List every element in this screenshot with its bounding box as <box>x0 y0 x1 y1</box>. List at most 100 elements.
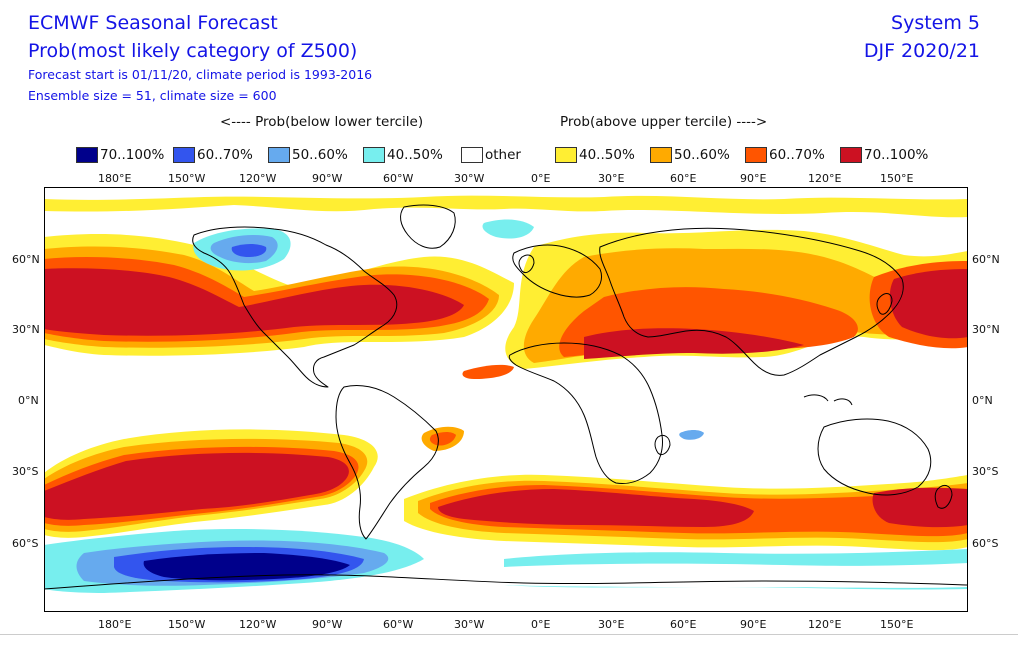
system-label: System 5 <box>891 12 980 34</box>
legend-swatch <box>173 147 195 163</box>
legend-swatch <box>268 147 290 163</box>
coastlines <box>44 204 968 590</box>
y-tick: 60°S <box>972 537 999 550</box>
y-tick: 30°S <box>12 465 39 478</box>
legend-item-below-50-60: 50..60% <box>268 147 363 163</box>
season-label: DJF 2020/21 <box>863 40 980 62</box>
x-tick: 60°E <box>670 618 697 631</box>
legend-item-other: other <box>461 147 555 163</box>
legend-swatch <box>555 147 577 163</box>
legend-label: 60..70% <box>769 147 825 163</box>
legend-item-above-70-100: 70..100% <box>840 147 935 163</box>
footer-separator <box>0 634 1018 635</box>
legend-item-below-70-100: 70..100% <box>76 147 173 163</box>
x-tick: 150°W <box>168 172 206 185</box>
antarctic-east-white <box>504 563 968 588</box>
y-tick: 60°N <box>972 253 1000 266</box>
x-tick: 120°W <box>239 618 277 631</box>
ensemble-size-info: Ensemble size = 51, climate size = 600 <box>28 88 277 103</box>
x-tick: 150°W <box>168 618 206 631</box>
antarctic-navy <box>143 553 350 581</box>
legend-label: 70..100% <box>100 147 165 163</box>
uk-coast <box>518 254 535 274</box>
new-zealand-coast <box>934 484 953 509</box>
x-tick: 60°W <box>383 172 414 185</box>
eurasia-crimson <box>584 328 804 359</box>
forecast-start-info: Forecast start is 01/11/20, climate peri… <box>28 67 373 82</box>
y-tick: 60°N <box>12 253 40 266</box>
legend-label: 50..60% <box>292 147 348 163</box>
legend-label: 40..50% <box>579 147 635 163</box>
legend-label: other <box>485 147 521 163</box>
legend-swatch <box>76 147 98 163</box>
legend-label: 60..70% <box>197 147 253 163</box>
legend-swatch <box>650 147 672 163</box>
south-pacific-crimson <box>44 452 349 520</box>
legend-item-below-60-70: 60..70% <box>173 147 268 163</box>
x-tick: 180°E <box>98 172 132 185</box>
x-tick: 60°W <box>383 618 414 631</box>
legend-label: 40..50% <box>387 147 443 163</box>
asia-coast <box>599 227 904 376</box>
south-america-coast <box>335 384 439 540</box>
indonesia-coast <box>803 394 829 402</box>
x-tick: 30°E <box>598 172 625 185</box>
north-america-coast <box>192 226 398 388</box>
x-tick: 60°E <box>670 172 697 185</box>
x-tick: 120°W <box>239 172 277 185</box>
europe-coast <box>512 244 603 298</box>
brazil-red-patch <box>429 432 456 446</box>
arctic-white <box>44 187 968 200</box>
x-tick: 30°W <box>454 618 485 631</box>
map-subtitle: Prob(most likely category of Z500) <box>28 40 358 62</box>
y-tick: 30°N <box>972 323 1000 336</box>
x-tick: 90°W <box>312 172 343 185</box>
x-tick: 150°E <box>880 172 914 185</box>
greenland-cyan <box>482 219 534 239</box>
map-title: ECMWF Seasonal Forecast <box>28 12 278 34</box>
legend-swatch <box>363 147 385 163</box>
legend-item-above-40-50: 40..50% <box>555 147 650 163</box>
legend-header-above: Prob(above upper tercile) ----> <box>560 114 768 130</box>
legend-item-above-50-60: 50..60% <box>650 147 745 163</box>
x-tick: 0°E <box>531 618 551 631</box>
indian-ocean-blue-spot <box>679 430 704 440</box>
y-tick: 60°S <box>12 537 39 550</box>
pacific-crimson <box>44 268 464 336</box>
africa-coast <box>508 342 663 484</box>
antarctica-coast <box>44 574 968 590</box>
japan-coast <box>876 293 893 315</box>
x-tick: 90°E <box>740 618 767 631</box>
nw-pacific-crimson <box>889 269 968 339</box>
x-tick: 0°E <box>531 172 551 185</box>
x-tick: 30°E <box>598 618 625 631</box>
legend: 70..100% 60..70% 50..60% 40..50% other 4… <box>76 146 935 164</box>
y-tick: 0°N <box>972 394 993 407</box>
north-america-blue <box>231 244 267 257</box>
south-atlantic-crimson <box>438 489 754 527</box>
australia-coast <box>817 418 932 496</box>
x-tick: 120°E <box>808 618 842 631</box>
x-tick: 120°E <box>808 172 842 185</box>
legend-header-below: <---- Prob(below lower tercile) <box>220 114 424 130</box>
x-tick: 90°E <box>740 172 767 185</box>
madagascar-coast <box>654 434 671 456</box>
legend-swatch <box>745 147 767 163</box>
x-tick: 180°E <box>98 618 132 631</box>
map-frame <box>44 187 968 612</box>
nh-anomaly-shading <box>44 187 968 379</box>
legend-swatch <box>840 147 862 163</box>
legend-label: 50..60% <box>674 147 730 163</box>
tasman-crimson <box>872 487 968 528</box>
sh-anomaly-shading <box>44 426 968 593</box>
tropical-atlantic-patch <box>462 364 514 379</box>
y-tick: 30°S <box>972 465 999 478</box>
y-tick: 30°N <box>12 323 40 336</box>
legend-swatch <box>461 147 483 163</box>
legend-item-above-60-70: 60..70% <box>745 147 840 163</box>
x-tick: 150°E <box>880 618 914 631</box>
indonesia-coast <box>833 398 853 406</box>
greenland-coast <box>400 204 456 249</box>
y-tick: 0°N <box>18 394 39 407</box>
legend-label: 70..100% <box>864 147 929 163</box>
